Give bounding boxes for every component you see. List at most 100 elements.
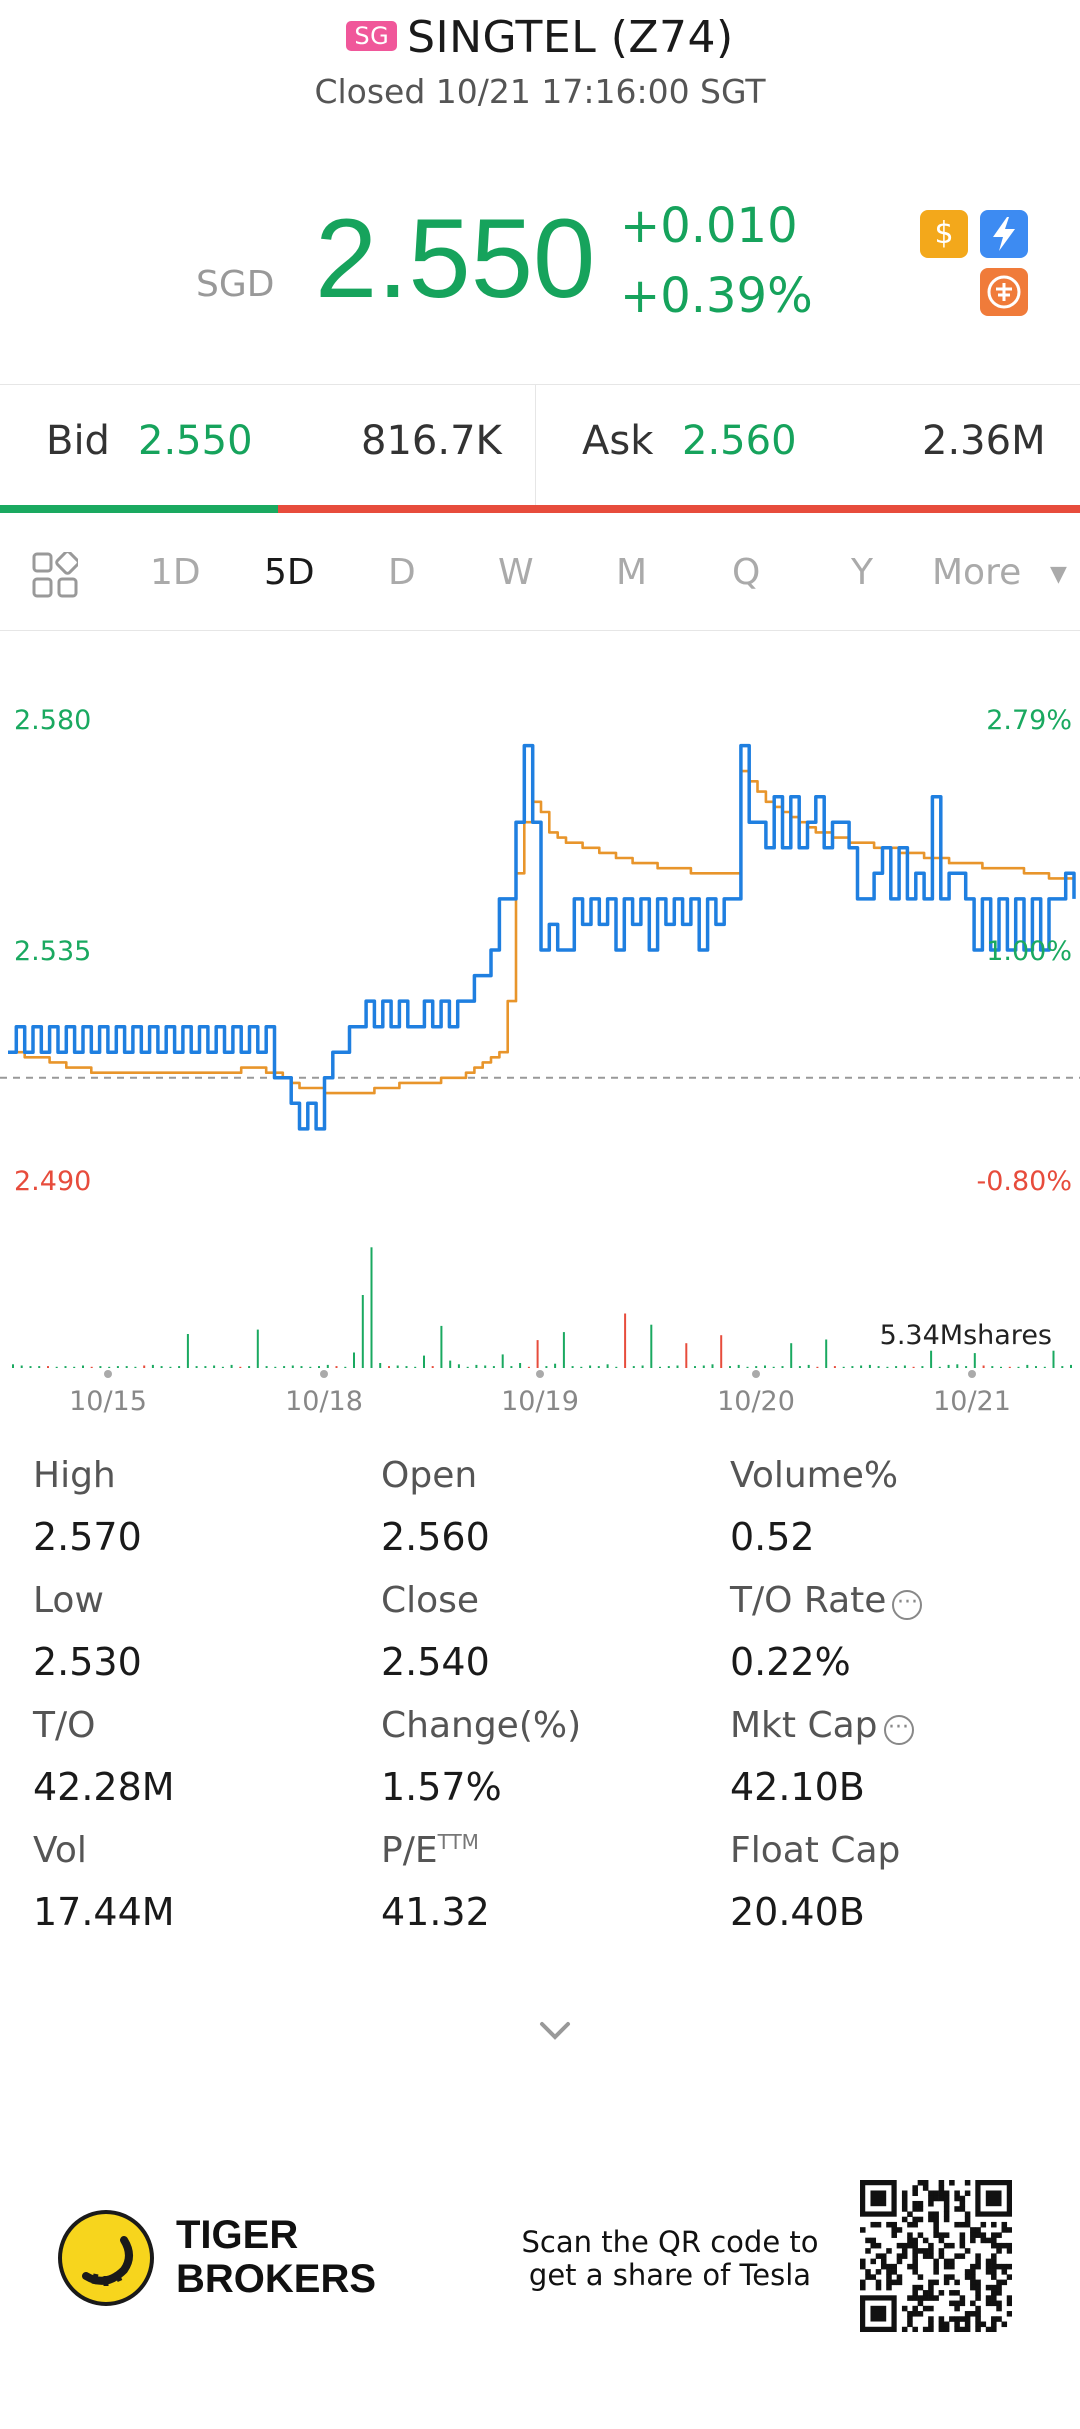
x-axis-label: 10/18	[285, 1386, 363, 1417]
volume-bar	[589, 1365, 592, 1368]
divider	[0, 384, 1080, 385]
stat-label: Float Cap	[730, 1830, 900, 1871]
qr-module	[933, 2279, 939, 2286]
qr-module	[912, 2242, 918, 2249]
qr-module	[860, 2227, 866, 2233]
qr-module	[975, 2279, 981, 2286]
qr-module	[928, 2316, 934, 2322]
intraday-chart[interactable]: 2.580 2.535 2.490 2.79% 1.00% -0.80% 5.3…	[0, 640, 1080, 1430]
flash-icon[interactable]	[980, 210, 1028, 258]
qr-module	[870, 2274, 877, 2280]
qr-module	[901, 2305, 908, 2312]
qr-module	[896, 2279, 903, 2286]
volume-bar	[38, 1366, 41, 1368]
qr-module	[907, 2316, 913, 2322]
chart-layout-icon[interactable]	[32, 552, 78, 598]
qr-module	[912, 2284, 918, 2291]
qr-module	[912, 2258, 918, 2265]
tab-y[interactable]: Y	[851, 552, 873, 593]
qr-module	[954, 2253, 960, 2259]
volume-bar	[300, 1366, 303, 1368]
qr-module	[959, 2326, 966, 2332]
volume-bar	[624, 1313, 627, 1368]
qr-module	[928, 2211, 934, 2217]
info-icon[interactable]: ···	[892, 1590, 923, 1620]
qr-module	[964, 2221, 971, 2228]
shortable-icon[interactable]	[980, 268, 1028, 316]
volume-bar	[903, 1365, 906, 1368]
qr-module	[875, 2279, 882, 2286]
volume-bar	[1000, 1366, 1002, 1368]
tab-q[interactable]: Q	[732, 552, 761, 593]
qr-module	[891, 2227, 897, 2233]
tab-d[interactable]: D	[388, 552, 416, 593]
stat-label-text: Change(%)	[381, 1705, 582, 1746]
qr-module	[964, 2180, 971, 2186]
volume-bar	[108, 1366, 111, 1368]
volume-bar	[947, 1364, 950, 1368]
volume-bar	[134, 1366, 137, 1368]
volume-bar	[694, 1366, 696, 1368]
qr-module	[912, 2200, 918, 2207]
qr-module	[1006, 2274, 1012, 2280]
qr-module	[938, 2185, 945, 2191]
qr-module	[954, 2300, 960, 2307]
qr-module	[970, 2227, 976, 2233]
qr-module	[907, 2232, 913, 2238]
qr-module	[922, 2180, 929, 2186]
qr-module	[943, 2258, 950, 2265]
volume-bar	[1026, 1364, 1029, 1368]
tab-more[interactable]: More	[932, 552, 1022, 593]
price-axis-label: 2.535	[14, 936, 91, 967]
qr-module	[901, 2326, 908, 2332]
qr-module	[860, 2258, 866, 2265]
volume-bar	[90, 1366, 93, 1368]
qr-module	[980, 2237, 987, 2244]
tab-1d[interactable]: 1D	[150, 552, 201, 593]
volume-bar	[659, 1366, 661, 1368]
volume-bar	[55, 1366, 58, 1368]
chevron-down-icon[interactable]	[520, 2012, 590, 2052]
qr-module	[901, 2248, 908, 2254]
qr-module	[896, 2258, 903, 2265]
info-icon[interactable]: ···	[883, 1715, 914, 1745]
qr-module	[1001, 2269, 1008, 2275]
divider	[0, 630, 1080, 631]
qr-module	[938, 2253, 945, 2259]
stat-value: 20.40B	[730, 1890, 865, 1934]
currency-label: SGD	[196, 264, 275, 305]
volume-bar	[580, 1366, 583, 1368]
volume-bar	[379, 1363, 382, 1368]
tab-w[interactable]: W	[498, 552, 534, 593]
volume-bar	[877, 1366, 880, 1368]
pct-axis-label: -0.80%	[976, 1166, 1072, 1197]
qr-module	[912, 2263, 918, 2270]
qr-module	[901, 2253, 908, 2259]
ask-label: Ask	[582, 418, 654, 464]
qr-module	[970, 2274, 976, 2280]
volume-bar	[781, 1366, 784, 1368]
stat-label-text: High	[33, 1455, 116, 1496]
qr-module	[975, 2284, 981, 2291]
stat-label-text: Volume%	[730, 1455, 899, 1496]
volume-bar	[930, 1350, 933, 1368]
qr-module	[870, 2305, 887, 2322]
qr-module	[901, 2190, 908, 2197]
qr-module	[1006, 2300, 1012, 2307]
qr-module	[886, 2279, 892, 2286]
tab-5d[interactable]: 5D	[264, 552, 315, 593]
qr-module	[928, 2195, 934, 2202]
qr-module	[865, 2269, 871, 2275]
volume-bar	[667, 1366, 670, 1368]
qr-module	[922, 2237, 929, 2244]
price-line	[8, 743, 1076, 1131]
dollar-icon[interactable]: $	[920, 210, 968, 258]
volume-bar	[20, 1365, 23, 1368]
volume-bar	[116, 1366, 119, 1368]
volume-bar	[283, 1366, 286, 1368]
qr-module	[928, 2216, 934, 2223]
qr-module	[875, 2253, 882, 2259]
qr-module	[943, 2263, 950, 2270]
qr-module	[991, 2316, 997, 2322]
tab-m[interactable]: M	[616, 552, 648, 593]
